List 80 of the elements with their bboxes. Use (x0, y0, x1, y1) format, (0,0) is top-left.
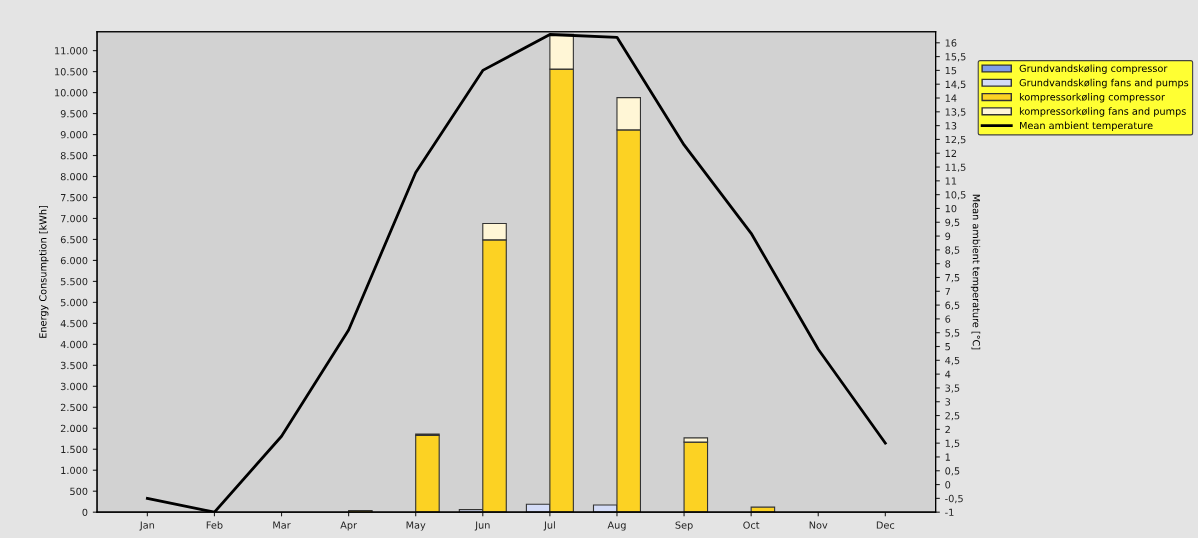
y2-tick-label: 0,5 (945, 467, 960, 476)
y-tick-label: 9.000 (60, 131, 88, 139)
y-tick-label: 10.500 (55, 68, 88, 76)
legend-label: Grundvandskøling fans and pumps (1019, 78, 1189, 89)
y2-tick-label: 6,5 (945, 301, 960, 310)
y2-tick-label: 8 (945, 260, 951, 268)
y2-tick-label: 7 (945, 287, 951, 295)
y2-tick-label: -1 (945, 508, 954, 516)
x-tick-label: May (406, 521, 426, 531)
y-tick-label: 11.000 (55, 47, 88, 55)
y2-tick-label: 5 (945, 343, 950, 351)
y2-tick-label: 8,5 (945, 246, 960, 255)
x-tick-label: Aug (607, 521, 626, 531)
y-tick-label: 1.500 (61, 445, 88, 454)
legend-label: kompressorkøling compressor (1019, 93, 1165, 103)
y-tick-label: 8.500 (60, 152, 88, 160)
y-tick-label: 7.000 (60, 214, 88, 223)
y-tick-label: 3.500 (60, 361, 88, 370)
y-tick-label: 1.000 (61, 466, 88, 475)
y-tick-label: 7.500 (60, 193, 88, 202)
y-tick-label: 0 (82, 508, 88, 517)
x-tick-label: Sep (675, 521, 693, 531)
y-tick-label: 3.000 (60, 382, 88, 391)
y-tick-label: 8.000 (60, 172, 88, 181)
y2-axis-title: Mean ambient temperature [°C] (970, 194, 981, 350)
y-tick-label: 6.500 (60, 235, 88, 244)
y2-tick-label: -0,5 (945, 494, 963, 504)
y2-tick-label: 1,5 (945, 439, 960, 448)
y2-tick-label: 9 (945, 232, 951, 240)
x-tick-label: Dec (876, 521, 895, 529)
y2-tick-label: 12 (945, 149, 957, 157)
x-tick-label: Jun (474, 521, 490, 531)
y2-tick-label: 3,5 (945, 384, 960, 393)
y2-tick-label: 5,5 (945, 329, 960, 338)
y2-tick-label: 14,5 (945, 80, 966, 90)
y-tick-label: 10.000 (55, 89, 88, 97)
bar (750, 506, 776, 513)
y2-tick-label: 7,5 (945, 274, 960, 283)
y2-tick-label: 2 (945, 425, 950, 434)
legend-label: kompressorkøling fans and pumps (1019, 107, 1186, 117)
legend-label: Grundvandskøling compressor (1019, 64, 1168, 74)
y-tick-label: 6.000 (60, 256, 88, 265)
y-tick-label: 4.500 (60, 319, 88, 328)
x-tick-label: Jul (543, 521, 555, 531)
y2-tick-label: 2,5 (945, 412, 960, 421)
y2-tick-label: 9,5 (945, 218, 960, 228)
y2-tick-label: 10,5 (945, 191, 966, 200)
y2-tick-label: 1 (945, 453, 950, 461)
y2-tick-label: 13,5 (945, 108, 966, 117)
bar (683, 441, 709, 513)
y2-tick-label: 14 (945, 94, 957, 102)
y-tick-label: 5.500 (60, 277, 88, 286)
x-tick-label: Oct (743, 521, 760, 529)
y2-tick-label: 11 (945, 177, 957, 185)
y2-tick-label: 15,5 (945, 53, 966, 62)
y2-tick-label: 3 (945, 398, 951, 406)
y-tick-label: 9.500 (60, 110, 88, 118)
y2-tick-label: 4,5 (945, 356, 960, 366)
y-tick-label: 2.000 (60, 424, 88, 433)
x-tick-label: Mar (273, 521, 291, 529)
y-tick-label: 4.000 (60, 340, 88, 349)
y2-tick-label: 10 (945, 204, 957, 213)
y2-tick-label: 12,5 (945, 135, 966, 145)
y2-tick-label: 11,5 (945, 163, 966, 172)
y-tick-label: 5.000 (60, 298, 88, 307)
y2-tick-label: 4 (945, 370, 951, 378)
x-tick-label: Feb (206, 521, 223, 529)
y2-tick-label: 16 (945, 39, 957, 47)
y2-tick-label: 0 (945, 481, 951, 489)
legend-label: Mean ambient temperature (1020, 121, 1153, 131)
x-tick-label: Apr (340, 521, 358, 531)
y-axis-title: Energy Consumption [kWh] (39, 205, 49, 338)
y2-tick-label: 6 (945, 315, 951, 323)
y2-tick-label: 15 (945, 67, 957, 75)
y-tick-label: 500 (70, 487, 88, 496)
x-tick-label: Jan (139, 521, 155, 531)
bar (415, 434, 440, 513)
y2-tick-label: 13 (945, 122, 957, 130)
x-tick-label: Nov (809, 521, 828, 529)
y-tick-label: 2.500 (60, 403, 88, 412)
